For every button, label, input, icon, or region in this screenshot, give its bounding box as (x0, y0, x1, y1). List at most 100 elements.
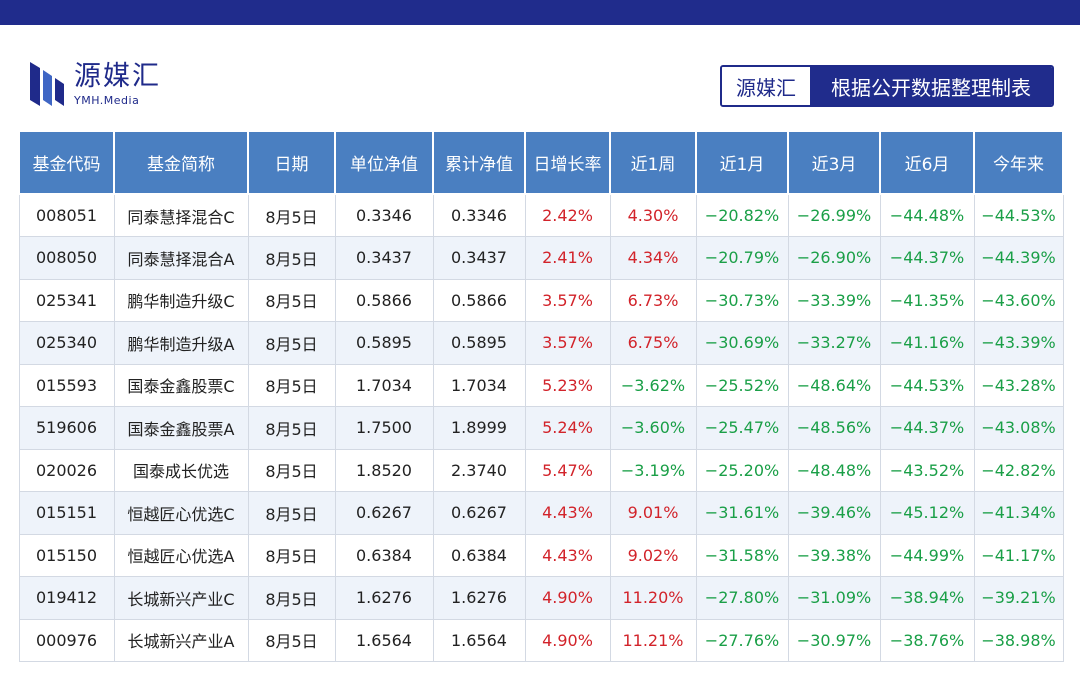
cell-cumulative-nav: 0.3437 (432, 236, 526, 280)
cell-1-month: −25.47% (695, 406, 789, 450)
cell-ytd: −43.60% (973, 278, 1064, 322)
cell-fund-name: 鹏华制造升级A (113, 321, 249, 365)
table-header-row: 基金代码 基金简称 日期 单位净值 累计净值 日增长率 近1周 近1月 近3月 … (18, 130, 1064, 195)
cell-1-month: −20.79% (695, 236, 789, 280)
cell-unit-nav: 0.5866 (334, 278, 434, 322)
cell-daily-growth: 4.43% (524, 533, 611, 577)
cell-unit-nav: 0.6267 (334, 491, 434, 535)
cell-ytd: −41.34% (973, 491, 1064, 535)
table-row: 015151 恒越匠心优选C 8月5日 0.6267 0.6267 4.43% … (18, 491, 1064, 535)
cell-3-months: −39.46% (787, 491, 881, 535)
table-row: 015593 国泰金鑫股票C 8月5日 1.7034 1.7034 5.23% … (18, 363, 1064, 407)
cell-date: 8月5日 (247, 491, 336, 535)
cell-3-months: −31.09% (787, 576, 881, 620)
table-row: 019412 长城新兴产业C 8月5日 1.6276 1.6276 4.90% … (18, 576, 1064, 620)
cell-1-month: −27.76% (695, 618, 789, 662)
cell-date: 8月5日 (247, 406, 336, 450)
cell-fund-code: 020026 (18, 448, 115, 492)
cell-6-months: −41.16% (879, 321, 975, 365)
cell-unit-nav: 1.6564 (334, 618, 434, 662)
cell-daily-growth: 4.90% (524, 618, 611, 662)
cell-1-month: −31.58% (695, 533, 789, 577)
cell-ytd: −42.82% (973, 448, 1064, 492)
cell-ytd: −43.08% (973, 406, 1064, 450)
cell-daily-growth: 5.47% (524, 448, 611, 492)
header-3-months: 近3月 (787, 130, 881, 195)
cell-date: 8月5日 (247, 363, 336, 407)
header-fund-name: 基金简称 (113, 130, 249, 195)
source-tag: 源媒汇 根据公开数据整理制表 (720, 65, 1054, 107)
logo-name: 源媒汇 (74, 61, 161, 92)
cell-fund-code: 008050 (18, 236, 115, 280)
header-1-month: 近1月 (695, 130, 789, 195)
cell-6-months: −44.37% (879, 406, 975, 450)
cell-1-month: −25.20% (695, 448, 789, 492)
table-row: 025340 鹏华制造升级A 8月5日 0.5895 0.5895 3.57% … (18, 321, 1064, 365)
cell-1-week: 11.21% (609, 618, 697, 662)
header-ytd: 今年来 (973, 130, 1064, 195)
cell-fund-code: 025341 (18, 278, 115, 322)
table-row: 015150 恒越匠心优选A 8月5日 0.6384 0.6384 4.43% … (18, 533, 1064, 577)
cell-1-week: 9.02% (609, 533, 697, 577)
fund-table: 基金代码 基金简称 日期 单位净值 累计净值 日增长率 近1周 近1月 近3月 … (18, 130, 1064, 662)
cell-date: 8月5日 (247, 193, 336, 237)
cell-6-months: −44.99% (879, 533, 975, 577)
cell-fund-name: 恒越匠心优选A (113, 533, 249, 577)
cell-ytd: −44.53% (973, 193, 1064, 237)
brand-logo: 源媒汇 YMH.Media (28, 60, 161, 112)
cell-ytd: −43.28% (973, 363, 1064, 407)
cell-6-months: −44.48% (879, 193, 975, 237)
cell-fund-name: 恒越匠心优选C (113, 491, 249, 535)
cell-1-week: 4.30% (609, 193, 697, 237)
cell-ytd: −43.39% (973, 321, 1064, 365)
cell-6-months: −38.76% (879, 618, 975, 662)
cell-ytd: −44.39% (973, 236, 1064, 280)
cell-date: 8月5日 (247, 278, 336, 322)
cell-3-months: −48.48% (787, 448, 881, 492)
table-row: 000976 长城新兴产业A 8月5日 1.6564 1.6564 4.90% … (18, 618, 1064, 662)
cell-3-months: −33.39% (787, 278, 881, 322)
cell-cumulative-nav: 0.5866 (432, 278, 526, 322)
cell-fund-name: 同泰慧择混合C (113, 193, 249, 237)
cell-ytd: −39.21% (973, 576, 1064, 620)
cell-1-month: −30.73% (695, 278, 789, 322)
cell-3-months: −26.90% (787, 236, 881, 280)
cell-fund-name: 同泰慧择混合A (113, 236, 249, 280)
table-row: 008051 同泰慧择混合C 8月5日 0.3346 0.3346 2.42% … (18, 193, 1064, 237)
cell-1-week: −3.60% (609, 406, 697, 450)
cell-fund-code: 519606 (18, 406, 115, 450)
cell-fund-code: 015150 (18, 533, 115, 577)
logo-mark-icon (28, 60, 68, 110)
cell-daily-growth: 3.57% (524, 278, 611, 322)
cell-daily-growth: 2.41% (524, 236, 611, 280)
cell-1-month: −20.82% (695, 193, 789, 237)
cell-3-months: −48.56% (787, 406, 881, 450)
cell-date: 8月5日 (247, 448, 336, 492)
cell-fund-name: 长城新兴产业C (113, 576, 249, 620)
cell-1-month: −30.69% (695, 321, 789, 365)
source-tag-description: 根据公开数据整理制表 (810, 67, 1052, 105)
cell-daily-growth: 5.23% (524, 363, 611, 407)
table-row: 020026 国泰成长优选 8月5日 1.8520 2.3740 5.47% −… (18, 448, 1064, 492)
cell-unit-nav: 1.7500 (334, 406, 434, 450)
cell-unit-nav: 1.7034 (334, 363, 434, 407)
cell-6-months: −43.52% (879, 448, 975, 492)
cell-3-months: −48.64% (787, 363, 881, 407)
source-tag-brand: 源媒汇 (722, 67, 810, 105)
cell-daily-growth: 4.43% (524, 491, 611, 535)
cell-6-months: −44.53% (879, 363, 975, 407)
cell-cumulative-nav: 0.6384 (432, 533, 526, 577)
cell-6-months: −41.35% (879, 278, 975, 322)
cell-fund-name: 长城新兴产业A (113, 618, 249, 662)
cell-unit-nav: 0.5895 (334, 321, 434, 365)
cell-unit-nav: 1.8520 (334, 448, 434, 492)
cell-fund-code: 015593 (18, 363, 115, 407)
top-banner-bar (0, 0, 1080, 25)
cell-6-months: −45.12% (879, 491, 975, 535)
cell-date: 8月5日 (247, 618, 336, 662)
cell-1-week: 6.75% (609, 321, 697, 365)
cell-daily-growth: 2.42% (524, 193, 611, 237)
cell-1-week: 4.34% (609, 236, 697, 280)
cell-fund-code: 015151 (18, 491, 115, 535)
cell-cumulative-nav: 0.3346 (432, 193, 526, 237)
